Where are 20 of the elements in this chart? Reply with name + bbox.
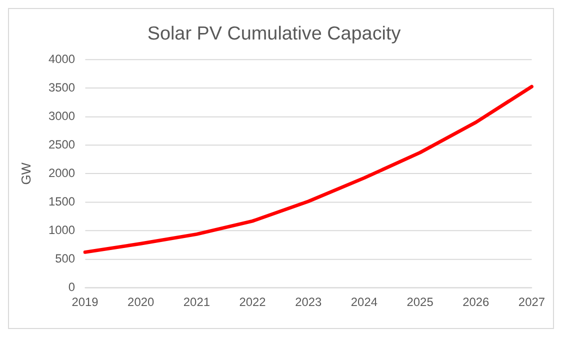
- x-tick-label: 2022: [239, 295, 266, 310]
- y-tick-label: 2500: [48, 137, 76, 152]
- x-tick-label: 2019: [72, 295, 99, 310]
- y-tick-label: 4000: [48, 52, 76, 66]
- y-tick-label: 3000: [48, 108, 76, 123]
- x-tick-label: 2025: [406, 295, 434, 310]
- chart-title: Solar PV Cumulative Capacity: [147, 23, 402, 44]
- y-tick-label: 3500: [48, 80, 76, 94]
- x-tick-label: 2026: [462, 295, 490, 310]
- x-tick-label: 2024: [350, 295, 378, 310]
- y-tick-label: 1500: [48, 194, 76, 208]
- x-tick-label: 2020: [128, 295, 155, 310]
- y-tick-label: 1000: [48, 223, 76, 238]
- y-tick-label: 500: [55, 252, 76, 266]
- x-tick-label: 2027: [518, 295, 546, 310]
- y-axis-title: GW: [18, 162, 34, 185]
- x-tick-label: 2021: [183, 295, 210, 310]
- y-tick-label: 0: [68, 280, 76, 294]
- x-tick-label: 2023: [295, 295, 322, 310]
- y-tick-label: 2000: [48, 166, 76, 180]
